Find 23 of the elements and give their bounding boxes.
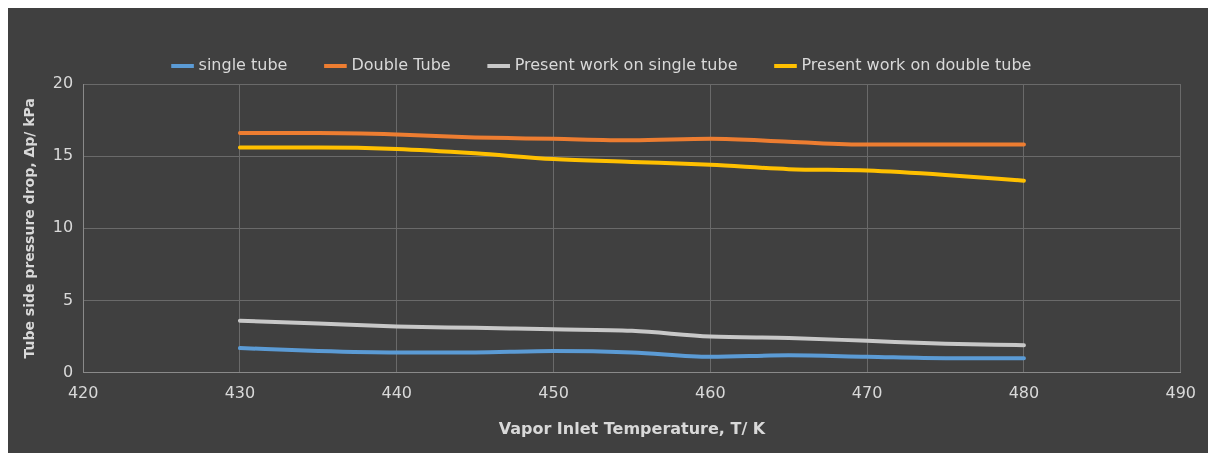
x-axis-title: Vapor Inlet Temperature, T/ K bbox=[498, 418, 766, 438]
legend-label: Present work on double tube bbox=[801, 55, 1032, 75]
y-tick-label: 15 bbox=[52, 145, 74, 165]
y-tick-label: 10 bbox=[52, 217, 74, 237]
x-tick-label: 420 bbox=[67, 383, 99, 403]
y-tick-label: 0 bbox=[62, 361, 74, 381]
legend-label: single tube bbox=[198, 55, 288, 75]
x-tick-label: 470 bbox=[851, 383, 883, 403]
x-tick-label: 440 bbox=[381, 383, 413, 403]
y-tick-label: 20 bbox=[52, 73, 74, 93]
y-tick-label: 5 bbox=[62, 289, 74, 309]
legend-label: Double Tube bbox=[351, 55, 451, 75]
legend-label: Present work on single tube bbox=[514, 55, 738, 75]
x-tick-label: 480 bbox=[1008, 383, 1040, 403]
x-tick-label: 430 bbox=[224, 383, 256, 403]
line-series bbox=[237, 346, 1026, 361]
line-series bbox=[237, 131, 1026, 147]
x-tick-label: 460 bbox=[695, 383, 726, 403]
line-series bbox=[237, 318, 1026, 348]
x-tick-label: 490 bbox=[1165, 383, 1196, 403]
x-tick-label: 450 bbox=[538, 383, 569, 403]
y-axis-title: Tube side pressure drop, Δp/ kPa bbox=[21, 98, 38, 359]
line-series bbox=[237, 145, 1026, 183]
